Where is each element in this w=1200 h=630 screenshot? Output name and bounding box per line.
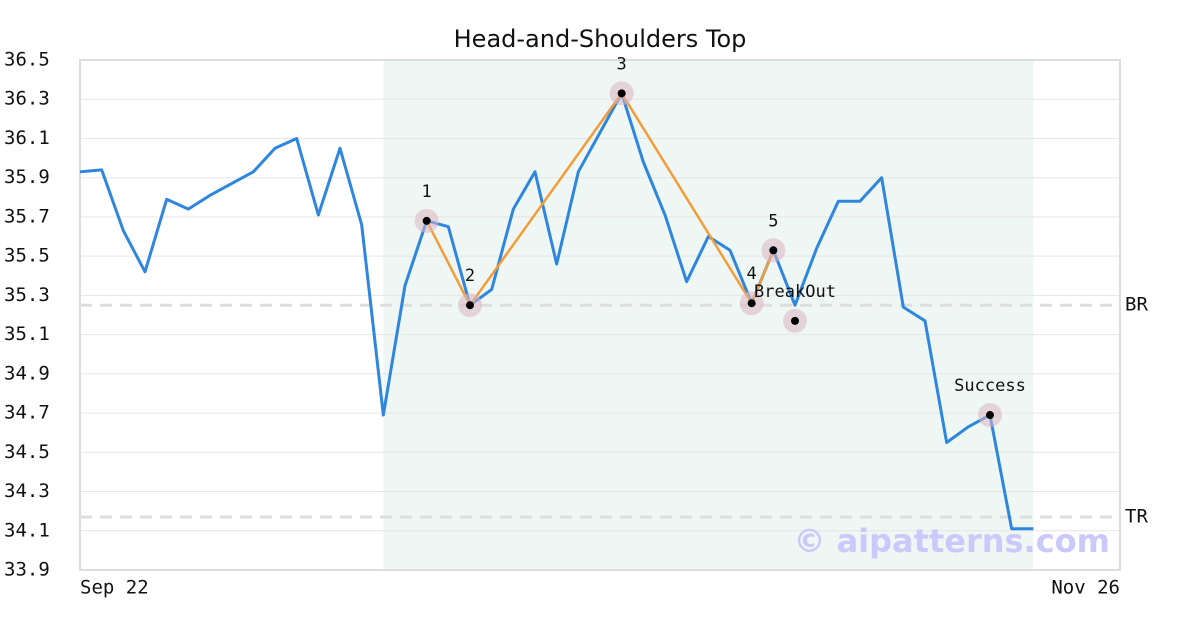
marker [769, 246, 778, 255]
x-tick-label: Sep 22 [80, 577, 149, 599]
marker [466, 301, 474, 310]
y-tick-label: 36.5 [4, 49, 50, 71]
y-tick-label: 34.1 [4, 519, 50, 541]
y-tick-label: 35.3 [4, 284, 50, 306]
y-tick-label: 35.1 [4, 323, 50, 345]
y-tick-label: 35.5 [4, 245, 50, 267]
marker-label: 1 [422, 182, 432, 202]
y-tick-label: 34.7 [4, 402, 50, 424]
marker-label: BreakOut [754, 282, 836, 302]
y-tick-label: 35.9 [4, 166, 50, 188]
marker-label: 5 [768, 211, 778, 231]
y-tick-label: 33.9 [4, 559, 50, 581]
marker-label: 2 [465, 266, 475, 286]
marker [422, 216, 431, 225]
marker-label: Success [954, 376, 1026, 396]
level-label: TR [1125, 506, 1148, 528]
watermark: © aipatterns.com [793, 522, 1110, 560]
marker [791, 316, 799, 325]
y-tick-label: 34.9 [4, 362, 50, 384]
marker [617, 89, 626, 98]
marker-label: 4 [747, 264, 757, 284]
marker [747, 299, 756, 308]
pattern-range [383, 60, 1034, 570]
y-tick-label: 34.5 [4, 441, 50, 463]
level-label: BR [1125, 294, 1148, 316]
marker [986, 411, 994, 420]
price-line [79, 91, 1034, 531]
chart-title: Head-and-Shoulders Top [454, 25, 747, 53]
plot-frame [79, 59, 1121, 571]
marker-label: 3 [617, 54, 627, 74]
y-tick-label: 34.3 [4, 480, 50, 502]
y-tick-label: 36.3 [4, 88, 50, 110]
y-tick-label: 35.7 [4, 205, 50, 227]
y-tick-label: 36.1 [4, 127, 50, 149]
x-tick-label: Nov 26 [1051, 577, 1120, 599]
